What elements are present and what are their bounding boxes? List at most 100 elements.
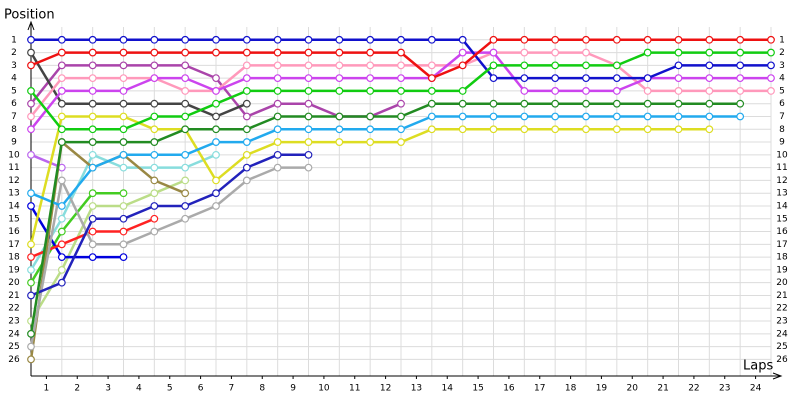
lap-marker (242, 48, 251, 57)
y-tick-label-right: 18 (776, 253, 788, 263)
lap-marker (242, 176, 251, 185)
lap-marker (27, 48, 35, 57)
lap-marker (736, 35, 745, 44)
y-tick-label: 8 (11, 125, 17, 135)
y-tick-label: 7 (11, 112, 17, 122)
series-line (29, 102, 741, 334)
lap-marker (57, 278, 66, 287)
lap-marker (119, 87, 128, 95)
lap-marker (674, 35, 683, 44)
lap-marker (119, 253, 128, 262)
lap-marker (427, 112, 436, 121)
y-tick-label-right: 21 (776, 291, 787, 301)
lap-marker (181, 202, 190, 210)
lap-marker (181, 176, 190, 185)
lap-marker (88, 74, 97, 83)
lap-marker (88, 214, 97, 223)
lap-marker (57, 35, 66, 44)
lap-marker (674, 48, 683, 57)
lap-marker (57, 214, 66, 223)
series-line (29, 179, 186, 322)
lap-marker (520, 99, 529, 108)
lap-marker (366, 35, 375, 44)
lap-marker (57, 125, 66, 134)
lap-marker (458, 112, 467, 121)
lap-marker (273, 61, 282, 70)
lap-marker (181, 74, 190, 83)
lap-marker (242, 125, 251, 134)
x-tick-label: 15 (472, 384, 483, 394)
lap-marker (582, 61, 590, 70)
lap-marker (242, 61, 251, 70)
lap-marker (582, 74, 590, 83)
x-tick-label: 10 (318, 384, 330, 394)
lap-marker (520, 48, 529, 57)
y-tick-label-right: 3 (779, 61, 785, 71)
lap-marker (366, 61, 375, 70)
lap-marker (304, 150, 313, 159)
lap-marker (119, 74, 128, 83)
lap-marker (582, 48, 590, 57)
lap-marker (767, 74, 775, 83)
lap-marker (273, 74, 282, 83)
y-tick-label: 20 (8, 278, 20, 288)
lap-marker (150, 99, 159, 108)
lap-marker (705, 99, 714, 108)
lap-marker (612, 99, 621, 108)
lap-marker (335, 138, 344, 146)
lap-marker (119, 61, 128, 70)
lap-marker (181, 163, 190, 172)
lap-marker (273, 48, 282, 57)
lap-marker (304, 125, 313, 134)
lap-marker (643, 48, 652, 57)
y-tick-label: 26 (8, 355, 20, 365)
y-tick-label: 17 (8, 240, 19, 250)
y-tick-label-right: 8 (779, 125, 785, 135)
y-tick-label-right: 26 (776, 355, 788, 365)
lap-marker (273, 163, 282, 172)
lap-marker (57, 48, 66, 57)
lap-marker (767, 61, 775, 70)
lap-marker (674, 112, 683, 121)
lap-marker (705, 112, 714, 121)
y-tick-label-right: 4 (779, 74, 785, 84)
lap-marker (458, 125, 467, 134)
x-tick-label: 16 (503, 384, 515, 394)
lap-marker (674, 125, 683, 134)
lap-marker (181, 99, 190, 108)
series-line (29, 140, 186, 360)
lap-marker (212, 138, 220, 146)
lap-marker (273, 99, 282, 108)
lap-marker (27, 35, 35, 44)
x-tick-label: 8 (259, 384, 265, 394)
lap-marker (27, 189, 35, 198)
lap-marker (736, 61, 745, 70)
lap-marker (119, 202, 128, 210)
y-tick-label: 10 (8, 150, 20, 160)
lap-marker (212, 99, 220, 108)
lap-marker (212, 87, 220, 95)
lap-marker (674, 99, 683, 108)
lap-marker (304, 35, 313, 44)
y-tick-label: 2 (11, 48, 17, 58)
series-line (29, 166, 309, 347)
lap-marker (705, 61, 714, 70)
y-tick-label-right: 16 (776, 227, 788, 237)
lap-marker (119, 189, 128, 198)
lap-marker (150, 48, 159, 57)
lap-marker (273, 112, 282, 121)
x-tick-label: 2 (74, 384, 80, 394)
lap-marker (397, 138, 405, 146)
lap-marker (119, 125, 128, 134)
lap-marker (520, 74, 529, 83)
lap-marker (150, 61, 159, 70)
y-tick-label: 4 (11, 74, 17, 84)
lap-marker (57, 74, 66, 83)
x-tick-label: 21 (657, 384, 668, 394)
lap-marker (520, 112, 529, 121)
y-axis-arrow (27, 20, 35, 31)
lap-marker (612, 87, 621, 95)
lap-marker (57, 87, 66, 95)
lap-marker (705, 87, 714, 95)
lap-marker (366, 48, 375, 57)
